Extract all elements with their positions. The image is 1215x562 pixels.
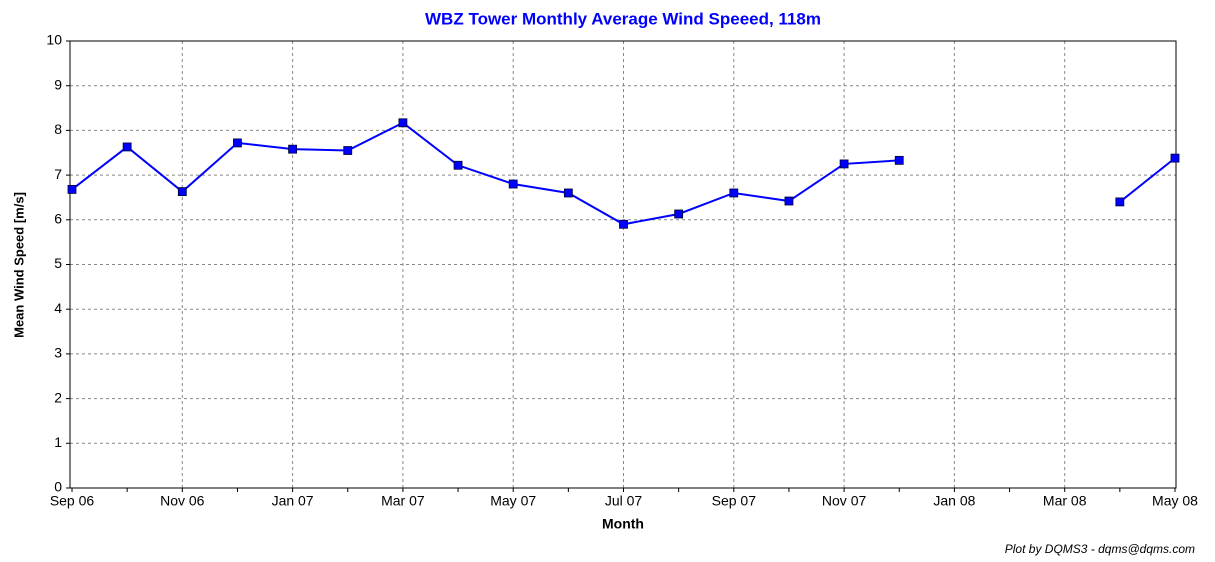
data-point <box>122 142 132 152</box>
y-axis-label: Mean Wind Speed [m/s] <box>11 192 26 338</box>
x-tick-label: Jan 07 <box>272 493 314 509</box>
data-point <box>1170 153 1180 163</box>
x-axis-label: Month <box>602 516 644 532</box>
data-point <box>233 138 242 148</box>
data-line <box>71 121 1176 226</box>
data-point <box>674 209 684 219</box>
chart-title: WBZ Tower Monthly Average Wind Speeed, 1… <box>425 9 821 28</box>
y-tick-label: 3 <box>54 345 62 361</box>
x-tick-label: Nov 07 <box>822 493 867 509</box>
x-tick-label: Sep 07 <box>712 493 757 509</box>
data-point <box>839 159 849 169</box>
x-tick-label: Sep 06 <box>50 493 95 509</box>
y-tick-label: 0 <box>54 479 62 495</box>
data-point <box>508 179 518 189</box>
footer: Plot by DQMS3 - dqms@dqms.com <box>1005 542 1195 556</box>
y-tick-label: 8 <box>54 121 62 137</box>
x-tick-label: Jul 07 <box>605 493 643 509</box>
y-tick-label: 9 <box>54 76 62 92</box>
y-tick-label: 4 <box>54 300 62 316</box>
x-tick-label: May 08 <box>1152 493 1198 509</box>
data-point <box>784 196 794 206</box>
x-tick-label: Jan 08 <box>933 493 975 509</box>
data-point <box>453 160 463 170</box>
y-tick-label: 2 <box>54 389 62 405</box>
data-point <box>288 144 298 154</box>
data-point <box>1115 197 1125 207</box>
data-point <box>729 188 739 198</box>
data-point <box>894 155 904 165</box>
y-tick-label: 1 <box>54 434 62 450</box>
y-tick-label: 6 <box>54 211 62 227</box>
x-tick-label: May 07 <box>490 493 536 509</box>
plot-frame <box>69 40 1177 489</box>
x-tick-label: Mar 08 <box>1043 493 1087 509</box>
data-point <box>177 187 187 197</box>
y-tick-label: 5 <box>54 255 62 271</box>
data-point <box>67 185 77 194</box>
data-point <box>398 118 408 128</box>
x-tick-label: Mar 07 <box>381 493 425 509</box>
y-tick-label: 7 <box>54 166 62 182</box>
x-tick-label: Nov 06 <box>160 493 205 509</box>
y-tick-label: 10 <box>46 32 62 48</box>
data-point <box>343 146 353 155</box>
data-point <box>619 219 628 229</box>
data-point <box>563 188 573 198</box>
